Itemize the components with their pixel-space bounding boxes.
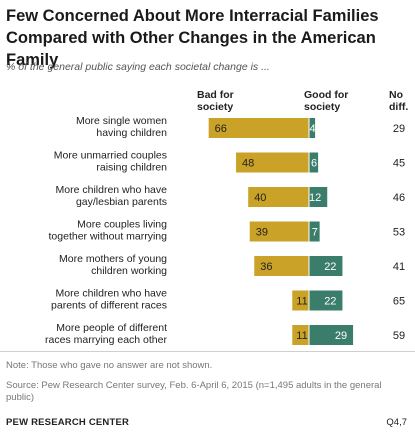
category-label: together without marrying — [49, 231, 168, 243]
bar-divider — [308, 118, 310, 138]
category-label: More couples living — [77, 219, 167, 231]
category-label: raising children — [96, 162, 167, 174]
category-label: races marrying each other — [45, 334, 167, 346]
value-label-nodiff: 29 — [393, 123, 405, 135]
value-label-bad: 39 — [256, 227, 268, 239]
value-label-nodiff: 45 — [393, 158, 405, 170]
value-label-good: 22 — [324, 261, 336, 273]
category-label: More single women — [76, 115, 167, 127]
value-label-bad: 66 — [215, 123, 227, 135]
bar-bad — [236, 152, 309, 173]
bar-good — [309, 290, 343, 311]
bar-divider — [308, 256, 310, 276]
header-bad-text: Bad for society — [197, 89, 234, 113]
bar-bad — [208, 118, 309, 138]
bar-bad — [254, 256, 309, 276]
bar-divider — [308, 187, 310, 207]
value-label-bad: 11 — [296, 330, 307, 342]
value-label-good: 29 — [335, 330, 347, 342]
bar-bad — [248, 187, 309, 207]
value-label-good: 12 — [309, 192, 321, 204]
value-label-bad: 40 — [254, 192, 266, 204]
value-label-bad: 48 — [242, 158, 254, 170]
header-no-diff: No diff. — [389, 89, 409, 113]
footer-code: Q4,7 — [386, 417, 407, 428]
header-good-text: Good for society — [304, 89, 349, 113]
category-label: More children who have — [56, 288, 168, 300]
chart-subtitle: % of the general public saying each soci… — [6, 61, 270, 73]
bar-divider — [308, 152, 310, 173]
value-label-bad: 11 — [296, 296, 307, 308]
bar-good — [309, 152, 319, 173]
bar-bad — [292, 325, 309, 345]
bar-divider — [308, 325, 310, 345]
category-label: having children — [96, 127, 167, 139]
value-label-nodiff: 65 — [393, 296, 405, 308]
value-label-nodiff: 53 — [393, 227, 405, 239]
category-label: gay/lesbian parents — [76, 196, 167, 208]
chart-note: Note: Those who gave no answer are not s… — [6, 360, 213, 371]
bar-good — [309, 187, 328, 207]
bar-good — [309, 256, 343, 276]
value-label-good: 6 — [311, 158, 317, 170]
value-label-good: 22 — [324, 296, 336, 308]
bar-good — [309, 325, 354, 345]
bar-divider — [308, 221, 310, 242]
header-good-for-society: Good for society — [304, 89, 354, 113]
value-label-nodiff: 59 — [393, 330, 405, 342]
chart-source: Source: Pew Research Center survey, Feb.… — [6, 380, 382, 403]
value-label-good: 7 — [312, 227, 318, 239]
value-label-bad: 36 — [260, 261, 272, 273]
category-label: children working — [91, 265, 167, 277]
value-label-nodiff: 46 — [393, 192, 405, 204]
category-label: More people of different — [56, 322, 167, 334]
bar-divider — [308, 290, 310, 311]
bar-good — [309, 118, 316, 138]
bar-good — [309, 221, 320, 242]
category-label: More children who have — [56, 184, 168, 196]
category-label: More unmarried couples — [54, 150, 167, 162]
header-bad-for-society: Bad for society — [197, 89, 247, 113]
chart-title: Few Concerned About More Interracial Fam… — [6, 7, 379, 69]
value-label-good: 4 — [309, 123, 315, 135]
bar-bad — [292, 290, 309, 311]
bar-bad — [249, 221, 309, 242]
footer-org: PEW RESEARCH CENTER — [6, 417, 130, 428]
category-label: parents of different races — [51, 300, 167, 312]
category-label: More mothers of young — [59, 253, 167, 265]
value-label-nodiff: 41 — [393, 261, 405, 273]
divider-rule — [0, 351, 415, 352]
